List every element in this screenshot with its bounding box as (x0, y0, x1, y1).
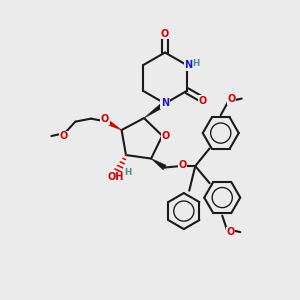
Text: O: O (178, 160, 187, 170)
Text: O: O (228, 94, 236, 104)
Text: O: O (101, 114, 109, 124)
Polygon shape (105, 119, 122, 130)
Polygon shape (144, 101, 167, 118)
Text: O: O (60, 131, 68, 141)
Text: O: O (199, 95, 207, 106)
Text: N: N (161, 98, 169, 109)
Text: H: H (124, 168, 131, 177)
Text: O: O (226, 227, 235, 237)
Polygon shape (151, 158, 166, 170)
Text: O: O (160, 28, 169, 39)
Text: OH: OH (107, 172, 124, 182)
Text: H: H (192, 59, 199, 68)
Text: O: O (162, 131, 170, 141)
Text: N: N (184, 60, 193, 70)
